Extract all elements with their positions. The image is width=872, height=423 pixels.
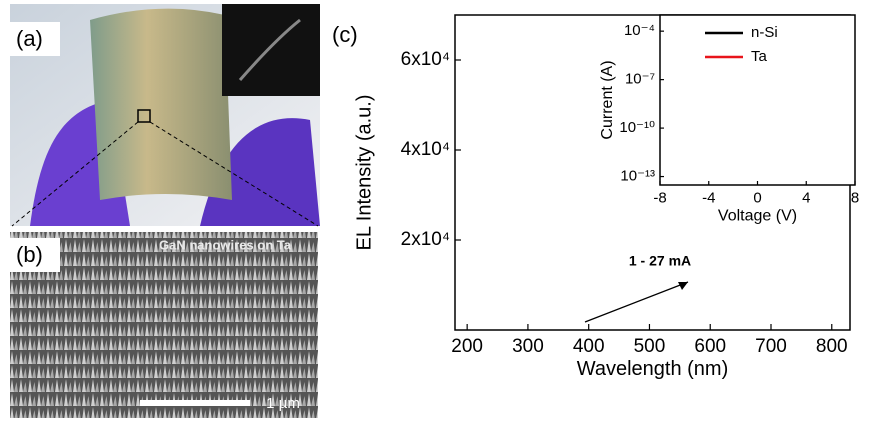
diffraction-ring <box>238 18 301 81</box>
y-axis-label: EL Intensity (a.u.) <box>353 95 375 251</box>
annotation: 1 - 27 mA <box>629 253 691 269</box>
y-tick-label: 10⁻¹⁰ <box>619 119 655 136</box>
x-tick-label: 0 <box>753 189 761 206</box>
scale-bar-label: 1 µm <box>266 395 300 412</box>
x-tick-label: 200 <box>451 336 483 357</box>
legend-label: Ta <box>751 48 768 65</box>
zoom-line <box>149 121 319 227</box>
zoom-box <box>137 109 151 123</box>
x-tick-label: 500 <box>634 336 666 357</box>
x-tick-label: 600 <box>694 336 726 357</box>
y-tick-label: 2x10⁴ <box>401 229 450 250</box>
y-tick-label: 10⁻⁷ <box>625 71 655 88</box>
x-tick-label: -4 <box>702 189 715 206</box>
wafer <box>90 8 232 201</box>
arrow-head <box>678 282 688 290</box>
zoom-line <box>11 121 139 227</box>
label-box <box>10 238 60 272</box>
y-tick-label: 10⁻⁴ <box>624 22 655 39</box>
scale-bar <box>140 400 250 406</box>
x-tick-label: 800 <box>816 336 848 357</box>
diffraction-inset <box>222 4 320 96</box>
y-axis-label: Current (A) <box>599 60 616 139</box>
y-tick-label: 10⁻¹³ <box>620 168 655 185</box>
x-tick-label: 4 <box>802 189 810 206</box>
legend-label: n-Si <box>751 24 778 41</box>
x-tick-label: -8 <box>653 189 666 206</box>
x-axis-label: Wavelength (nm) <box>577 358 729 380</box>
y-tick-label: 4x10⁴ <box>401 139 450 160</box>
y-tick-label: 6x10⁴ <box>401 49 450 70</box>
panel-label: (c) <box>332 22 358 47</box>
sem-image <box>10 232 318 418</box>
annotation-arrow <box>584 281 689 323</box>
sem-caption: GaN nanowires on Ta <box>159 237 292 252</box>
x-tick-label: 8 <box>851 189 859 206</box>
x-tick-label: 700 <box>755 336 787 357</box>
x-tick-label: 400 <box>573 336 605 357</box>
x-tick-label: 300 <box>512 336 544 357</box>
x-axis-label: Voltage (V) <box>718 208 797 225</box>
panel-label: (a) <box>16 26 43 51</box>
panel-a: (a) <box>10 4 320 227</box>
label-box <box>10 22 60 56</box>
panel-label: (b) <box>16 242 43 267</box>
inset-background <box>660 15 855 185</box>
panel-b: GaN nanowires on Ta 1 µm (b) <box>10 232 318 418</box>
